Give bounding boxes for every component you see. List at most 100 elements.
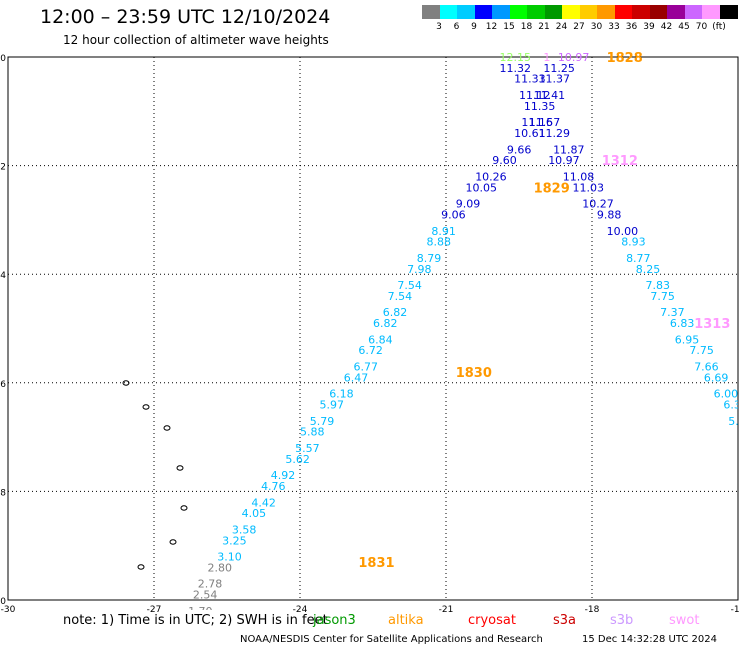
wave-height-value: 11.32 <box>500 62 532 75</box>
wave-height-value: 11.41 <box>534 89 566 102</box>
satellite-legend-jason3: jason3 <box>313 613 356 628</box>
scale-swatch <box>684 5 703 19</box>
scale-label: 24 <box>555 22 568 32</box>
island-outline <box>180 505 188 511</box>
track-time-label: 1831 <box>358 556 394 571</box>
scale-swatch <box>562 5 580 19</box>
wave-height-value: 7.37 <box>660 306 685 319</box>
note-text: note: 1) Time is in UTC; 2) SWH is in fe… <box>63 613 699 628</box>
scale-swatch <box>719 5 738 19</box>
scale-label: 27 <box>573 22 585 32</box>
scale-swatch <box>667 5 685 19</box>
track-time-label: 1830 <box>456 366 492 381</box>
scale-swatch <box>509 5 528 19</box>
wave-height-value: 5.57 <box>295 442 320 455</box>
island-outline <box>176 465 184 471</box>
wave-height-value: 8.88 <box>427 236 452 249</box>
wave-height-value: 4.76 <box>261 480 286 493</box>
wave-height-value: 11.37 <box>538 73 570 86</box>
scale-label: 12 <box>485 22 498 32</box>
wave-height-value: 7.75 <box>650 290 675 303</box>
satellite-legend-s3b: s3b <box>610 613 634 628</box>
satellite-legend-swot: swot <box>669 613 700 628</box>
scale-swatch <box>597 5 615 19</box>
lon-tick-label: -24 <box>293 605 308 615</box>
scale-label: 42 <box>660 22 673 32</box>
wave-height-value: 11.35 <box>524 100 556 113</box>
wave-height-value: 11.25 <box>543 62 575 75</box>
scale-swatch <box>439 5 458 19</box>
wave-height-value: 2.80 <box>208 561 233 574</box>
lon-tick-label: -21 <box>439 605 454 615</box>
scale-swatch <box>527 5 545 19</box>
wave-height-value: 9.60 <box>492 154 517 167</box>
scale-swatch <box>614 5 633 19</box>
wave-height-value: 9.66 <box>507 143 532 156</box>
scale-swatch <box>492 5 510 19</box>
scale-label: 21 <box>538 22 550 32</box>
island-outline <box>122 380 130 386</box>
map-subtitle: 12 hour collection of altimeter wave hei… <box>63 33 329 47</box>
wave-height-value: 10.61 <box>514 127 546 140</box>
wave-height-value: 10.05 <box>465 181 497 194</box>
wave-height-value: 5.62 <box>285 453 310 466</box>
satellite-legend-altika: altika <box>388 613 424 628</box>
scale-label: 3 <box>436 22 442 32</box>
scale-label: 70 <box>695 22 708 32</box>
wave-height-value: 6.34 <box>723 399 740 412</box>
wave-height-value: 7.75 <box>689 344 714 357</box>
track-time-label: 1312 <box>602 154 638 169</box>
track-time-label: 1313 <box>694 317 730 332</box>
scale-swatch <box>544 5 563 19</box>
wave-height-value: 6.18 <box>329 388 354 401</box>
footer-credit: NOAA/NESDIS Center for Satellite Applica… <box>240 634 543 645</box>
wave-height-value: 7.54 <box>397 279 422 292</box>
wave-height-value: 2.78 <box>198 578 223 591</box>
scale-label: 36 <box>625 22 638 32</box>
lon-tick-label: -30 <box>1 605 16 615</box>
lon-tick-label: -18 <box>585 605 600 615</box>
track-time-label: 1828 <box>607 51 643 66</box>
scale-label: 45 <box>678 22 690 32</box>
wave-height-value: 3.58 <box>232 523 257 536</box>
wave-height-value: 11.16 <box>521 116 553 129</box>
wave-height-value: 3.25 <box>222 534 247 547</box>
wave-height-value: 6.47 <box>344 371 369 384</box>
wave-height-value: 11.12 <box>519 89 551 102</box>
wave-height-value: 9.06 <box>441 208 466 221</box>
lat-tick-label: -60 <box>0 597 6 607</box>
wave-height-value: 11.57 <box>529 116 561 129</box>
wave-height-value: 12.15 <box>500 51 532 64</box>
wave-height-value: 4.92 <box>271 469 296 482</box>
wave-height-value: 6.82 <box>383 306 408 319</box>
track-time-label: 1829 <box>534 181 570 196</box>
wave-height-value: 6.95 <box>675 333 700 346</box>
wave-height-value: 8.91 <box>431 225 456 238</box>
scale-label: 6 <box>453 22 460 32</box>
wave-height-value: 1 <box>543 51 550 64</box>
island-outline <box>142 404 150 410</box>
scale-swatch <box>457 5 475 19</box>
note-label: note: 1) Time is in UTC; 2) SWH is in fe… <box>63 613 328 628</box>
footer-timestamp: 15 Dec 14:32:28 UTC 2024 <box>582 634 717 645</box>
scale-label: 15 <box>503 22 515 32</box>
scale-label: 18 <box>520 22 533 32</box>
scale-label: 30 <box>590 22 603 32</box>
wave-height-value: 8.93 <box>621 236 646 249</box>
wave-height-value: 8.25 <box>636 263 661 276</box>
wave-height-value: 7.98 <box>407 263 432 276</box>
wave-height-value: 3.10 <box>217 551 242 564</box>
scale-label: 33 <box>608 22 620 32</box>
wave-height-value: 7.54 <box>388 290 413 303</box>
scale-label: (ft) <box>712 22 726 32</box>
scale-swatch <box>632 5 650 19</box>
wave-height-value: 4.42 <box>251 496 275 509</box>
lat-tick-label: -54 <box>0 271 6 281</box>
wave-height-value: 9.88 <box>597 208 622 221</box>
lon-tick-label: -27 <box>147 605 162 615</box>
map-title: 12:00 – 23:59 UTC 12/10/2024 <box>40 6 331 28</box>
wave-height-value: 6.69 <box>704 371 729 384</box>
wave-height-value: 5.97 <box>319 399 344 412</box>
